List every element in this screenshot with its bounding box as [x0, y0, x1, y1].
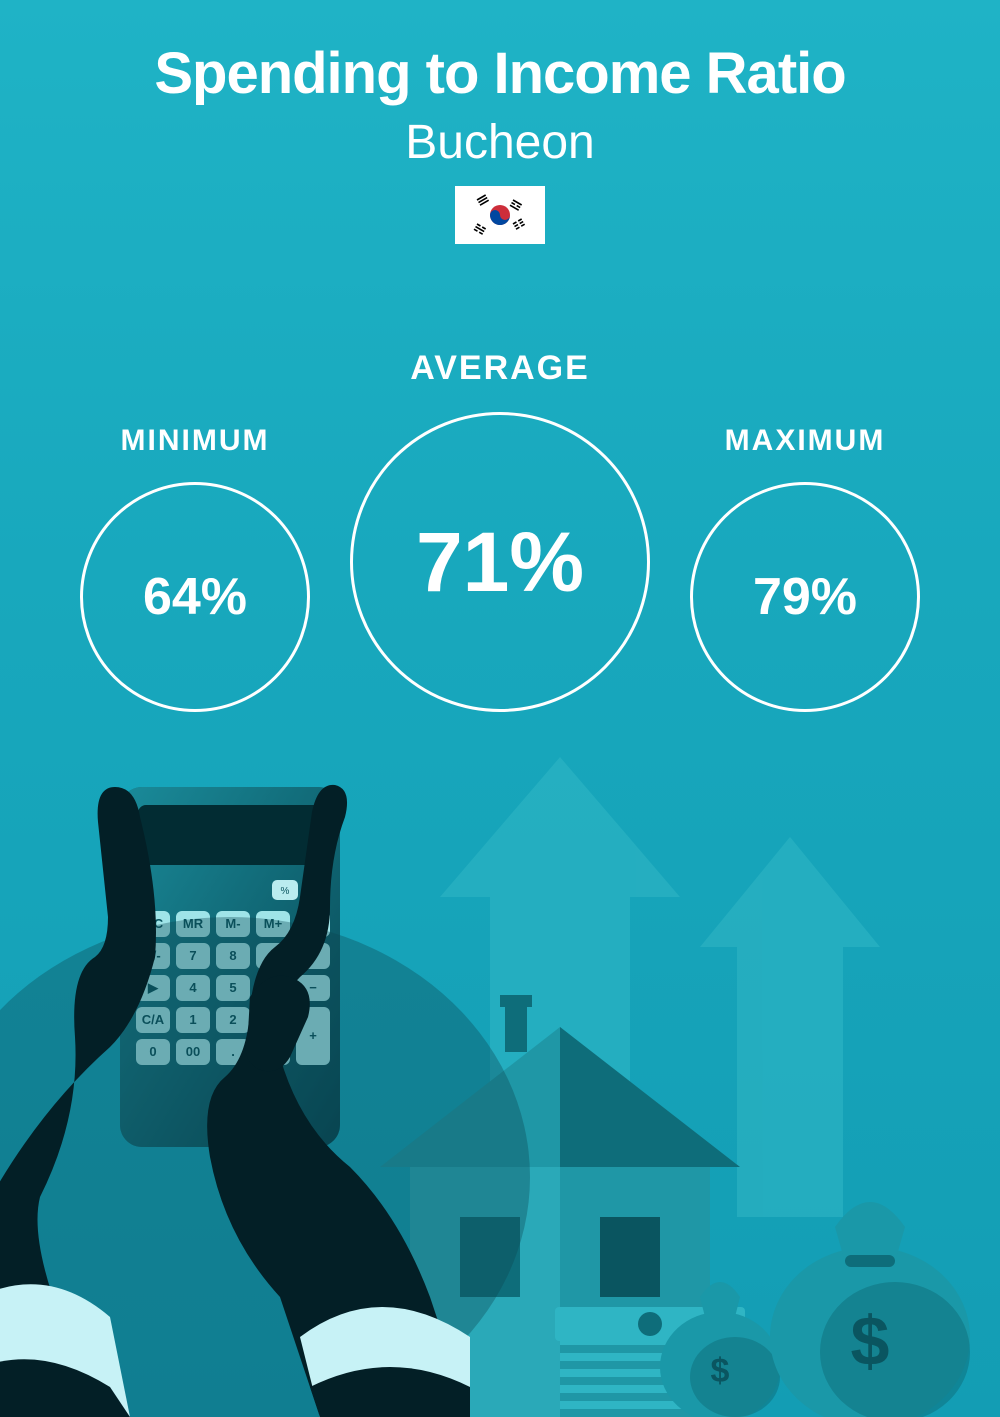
page-title: Spending to Income Ratio — [0, 40, 1000, 107]
stat-maximum: MAXIMUM 79% — [690, 424, 920, 712]
stat-maximum-circle: 79% — [690, 482, 920, 712]
stat-minimum-label: MINIMUM — [121, 424, 270, 458]
stats-row: MINIMUM 64% AVERAGE 71% MAXIMUM 79% — [0, 349, 1000, 712]
stat-average-value: 71% — [416, 514, 584, 611]
stat-average-circle: 71% — [350, 412, 650, 712]
flag-badge — [455, 186, 545, 244]
stat-average: AVERAGE 71% — [350, 349, 650, 712]
stat-minimum: MINIMUM 64% — [80, 424, 310, 712]
stat-maximum-value: 79% — [753, 567, 857, 627]
stat-minimum-circle: 64% — [80, 482, 310, 712]
header: Spending to Income Ratio Bucheon — [0, 0, 1000, 249]
page-subtitle: Bucheon — [0, 115, 1000, 170]
stat-average-label: AVERAGE — [410, 349, 590, 388]
stat-maximum-label: MAXIMUM — [725, 424, 886, 458]
stat-minimum-value: 64% — [143, 567, 247, 627]
south-korea-flag-icon — [465, 192, 535, 238]
